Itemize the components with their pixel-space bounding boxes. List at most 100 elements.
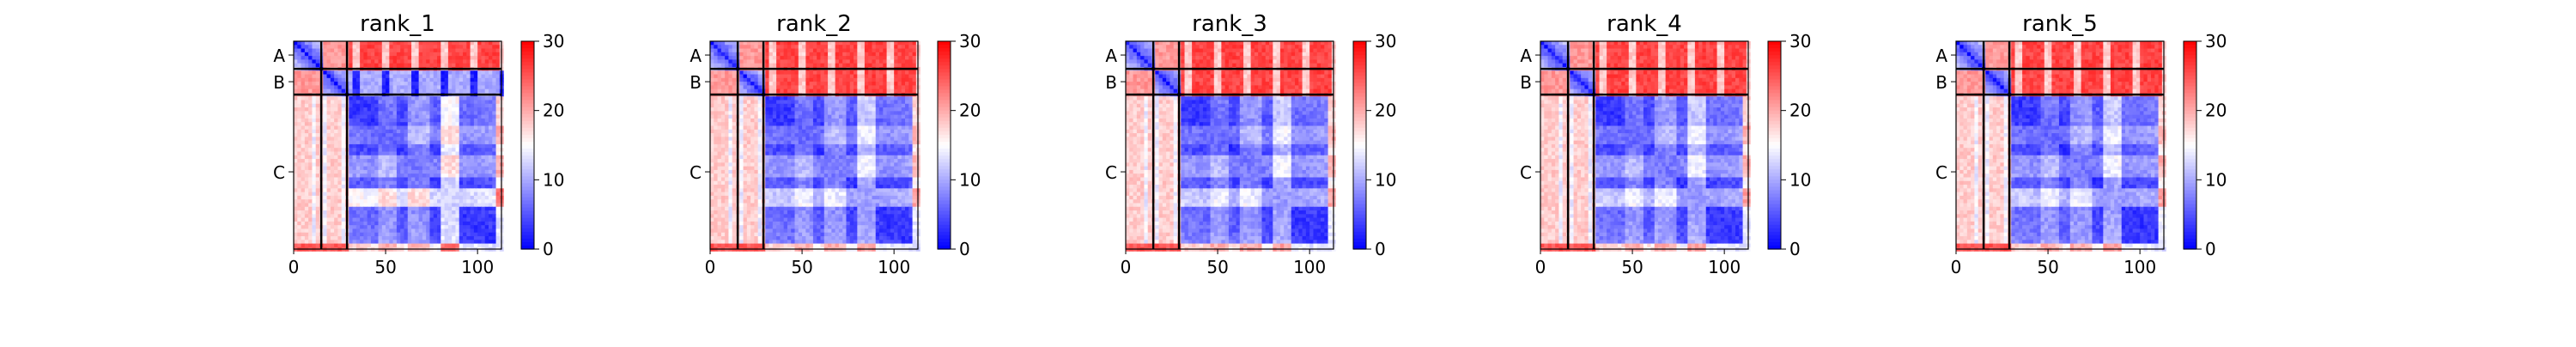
heatmap-cell bbox=[780, 130, 784, 134]
heatmap-cell bbox=[404, 89, 409, 94]
heatmap-cell bbox=[408, 203, 412, 207]
heatmap-cell bbox=[386, 115, 390, 119]
heatmap-cell bbox=[440, 159, 445, 163]
heatmap-cell bbox=[471, 64, 475, 68]
heatmap-cell bbox=[784, 119, 788, 123]
heatmap-cell bbox=[363, 49, 368, 53]
heatmap-cell bbox=[835, 119, 840, 123]
heatmap-cell bbox=[429, 122, 434, 126]
colorbar-segment bbox=[521, 62, 534, 66]
heatmap-cell bbox=[349, 218, 353, 222]
heatmap-cell bbox=[471, 162, 475, 167]
heatmap-cell bbox=[842, 144, 847, 149]
heatmap-cell bbox=[422, 174, 427, 178]
heatmap-cell bbox=[389, 222, 393, 226]
heatmap-cell bbox=[489, 192, 493, 197]
heatmap-cell bbox=[312, 181, 316, 186]
heatmap-cell bbox=[795, 130, 799, 134]
heatmap-cell bbox=[459, 162, 464, 167]
heatmap-cell bbox=[368, 126, 372, 131]
heatmap-cell bbox=[342, 96, 346, 100]
heatmap-cell bbox=[440, 188, 445, 192]
heatmap-cell bbox=[301, 236, 306, 240]
heatmap-cell bbox=[805, 56, 810, 60]
heatmap-cell bbox=[371, 148, 375, 152]
heatmap-cell bbox=[411, 104, 416, 108]
heatmap-cell bbox=[747, 49, 751, 53]
heatmap-cell bbox=[349, 174, 353, 178]
heatmap-cell bbox=[404, 188, 409, 192]
heatmap-cell bbox=[824, 107, 829, 112]
heatmap-cell bbox=[732, 122, 737, 126]
heatmap-cell bbox=[404, 133, 409, 137]
heatmap-cell bbox=[374, 167, 379, 171]
heatmap-cell bbox=[739, 122, 744, 126]
heatmap-cell bbox=[902, 107, 906, 112]
heatmap-cell bbox=[799, 111, 803, 115]
heatmap-cell bbox=[294, 133, 298, 137]
heatmap-cell bbox=[747, 45, 751, 49]
heatmap-cell bbox=[349, 240, 353, 244]
heatmap-cell bbox=[718, 70, 722, 75]
heatmap-cell bbox=[393, 144, 398, 149]
heatmap-cell bbox=[754, 111, 758, 115]
heatmap-cell bbox=[448, 155, 453, 160]
heatmap-cell bbox=[363, 207, 368, 211]
heatmap-cell bbox=[386, 167, 390, 171]
heatmap-cell bbox=[754, 144, 758, 149]
heatmap-cell bbox=[382, 222, 386, 226]
heatmap-cell bbox=[496, 85, 501, 89]
heatmap-cell bbox=[356, 137, 361, 141]
heatmap-cell bbox=[496, 207, 501, 211]
heatmap-cell bbox=[897, 82, 902, 86]
heatmap-cell bbox=[887, 70, 891, 75]
heatmap-cell bbox=[404, 214, 409, 218]
heatmap-cell bbox=[400, 41, 404, 46]
heatmap-cell bbox=[374, 115, 379, 119]
heatmap-cell bbox=[297, 137, 301, 141]
heatmap-cell bbox=[773, 85, 777, 89]
heatmap-cell bbox=[780, 115, 784, 119]
heatmap-cell bbox=[356, 104, 361, 108]
heatmap-cell bbox=[349, 192, 353, 197]
heatmap-cell bbox=[323, 218, 327, 222]
heatmap-cell bbox=[817, 96, 821, 100]
heatmap-cell bbox=[765, 49, 769, 53]
heatmap-cell bbox=[481, 177, 485, 181]
heatmap-cell bbox=[323, 45, 327, 49]
heatmap-cell bbox=[750, 130, 755, 134]
heatmap-cell bbox=[750, 104, 755, 108]
heatmap-cell bbox=[887, 137, 891, 141]
heatmap-cell bbox=[434, 155, 438, 160]
heatmap-cell bbox=[408, 233, 412, 237]
heatmap-cell bbox=[887, 52, 891, 57]
heatmap-cell bbox=[821, 56, 825, 60]
heatmap-cell bbox=[353, 207, 357, 211]
heatmap-cell bbox=[404, 70, 409, 75]
heatmap-cell bbox=[349, 167, 353, 171]
heatmap-cell bbox=[445, 203, 449, 207]
heatmap-cell bbox=[415, 82, 419, 86]
heatmap-cell bbox=[426, 45, 430, 49]
heatmap-cell bbox=[334, 236, 338, 240]
heatmap-cell bbox=[389, 49, 393, 53]
heatmap-cell bbox=[466, 218, 471, 222]
heatmap-cell bbox=[842, 130, 847, 134]
heatmap-cell bbox=[356, 89, 361, 94]
heatmap-cell bbox=[744, 137, 748, 141]
heatmap-cell bbox=[481, 122, 485, 126]
heatmap-cell bbox=[485, 228, 489, 233]
heatmap-cell bbox=[831, 107, 835, 112]
heatmap-cell bbox=[415, 104, 419, 108]
heatmap-cell bbox=[356, 244, 361, 248]
heatmap-cell bbox=[773, 49, 777, 53]
heatmap-cell bbox=[890, 75, 895, 79]
heatmap-cell bbox=[297, 89, 301, 94]
heatmap-cell bbox=[400, 52, 404, 57]
heatmap-cell bbox=[758, 130, 762, 134]
heatmap-cell bbox=[842, 89, 847, 94]
heatmap-cell bbox=[861, 104, 866, 108]
heatmap-cell bbox=[445, 192, 449, 197]
heatmap-cell bbox=[422, 203, 427, 207]
heatmap-cell bbox=[371, 100, 375, 105]
